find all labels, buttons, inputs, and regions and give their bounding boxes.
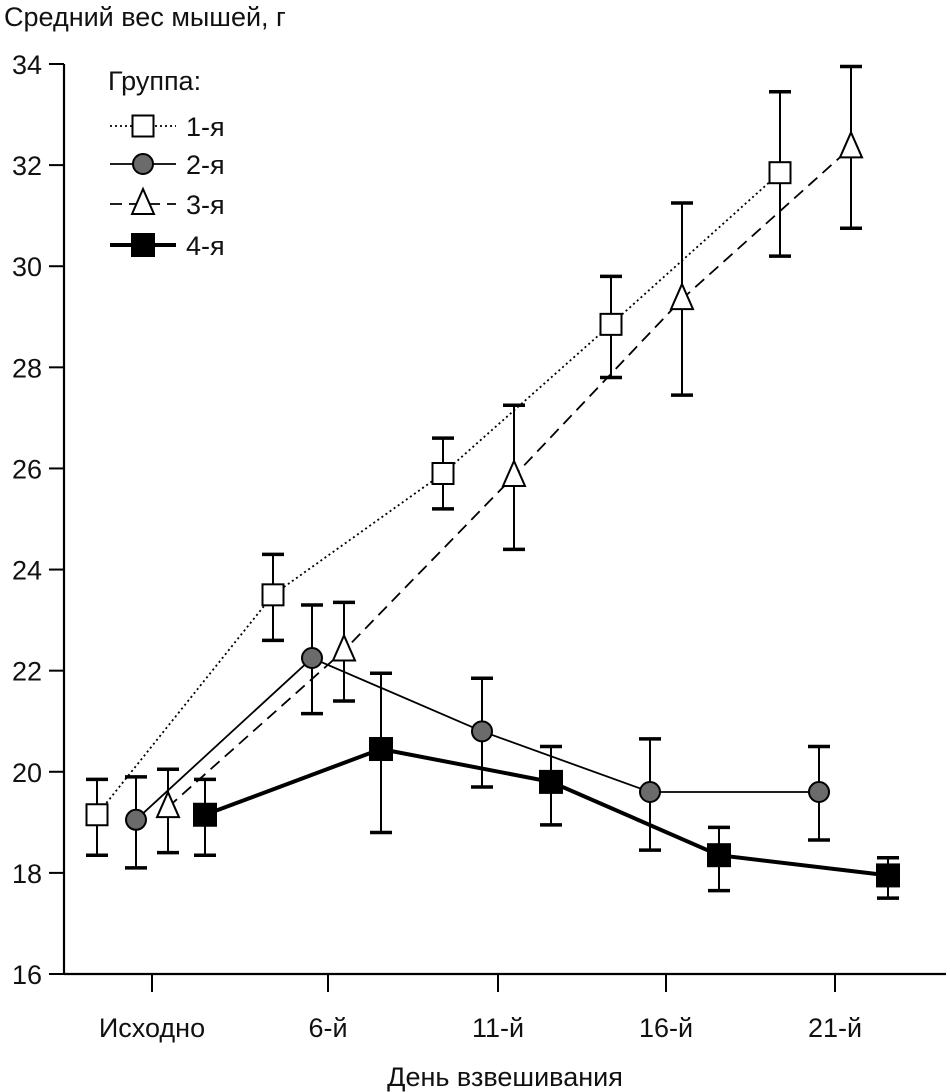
series-layer: [85, 64, 900, 900]
y-tick-label: 16: [12, 960, 42, 990]
data-point: [301, 647, 323, 670]
legend-label: 4-я: [186, 231, 225, 261]
series-line: [204, 746, 889, 878]
y-tick-label: 32: [12, 151, 42, 181]
legend-marker: [131, 114, 155, 138]
axes: 16 18 20 22 24 26 28 30 32 34 Исходно 6-й 11-й 16-й 21…: [12, 50, 946, 1043]
data-point: [125, 808, 147, 831]
series-3: [155, 64, 864, 855]
series-2: [125, 603, 830, 870]
data-point: [838, 129, 864, 159]
y-tick-label: 28: [12, 353, 42, 383]
data-point: [707, 843, 731, 868]
legend-item-1: 1-я: [110, 112, 225, 142]
legend: Группа: 1-я 2-я 3-я 4-я: [108, 66, 225, 261]
y-tick-label: 24: [12, 556, 42, 586]
data-point: [331, 632, 357, 662]
data-point: [599, 312, 623, 336]
legend-marker: [130, 186, 156, 215]
legend-title: Группа:: [108, 66, 201, 96]
legend-label: 1-я: [186, 112, 225, 142]
data-point: [876, 863, 900, 888]
data-point: [193, 802, 217, 827]
data-point: [768, 161, 792, 185]
x-tick-label: 6-й: [308, 1013, 347, 1043]
y-tick-label: 22: [12, 657, 42, 687]
legend-item-3: 3-я: [110, 186, 225, 220]
y-tick-label: 34: [12, 50, 42, 80]
data-point: [369, 737, 393, 762]
y-tick-label: 30: [12, 252, 42, 282]
y-axis-title: Средний вес мышей, г: [4, 2, 286, 32]
data-point: [501, 458, 527, 488]
series-line: [96, 172, 781, 816]
legend-item-2: 2-я: [110, 150, 225, 180]
y-tick-label: 26: [12, 454, 42, 484]
data-point: [471, 720, 493, 743]
legend-item-4: 4-я: [110, 231, 225, 261]
series-4: [193, 671, 900, 900]
y-tick-label: 20: [12, 758, 42, 788]
data-point: [539, 769, 563, 794]
data-point: [808, 781, 830, 803]
x-tick-label: Исходно: [99, 1013, 205, 1043]
data-point: [639, 781, 661, 803]
data-point: [261, 583, 285, 607]
series-1: [85, 90, 792, 857]
x-tick-label: 21-й: [808, 1013, 862, 1043]
x-tick-label: 11-й: [472, 1013, 524, 1043]
x-tick-label: 16-й: [639, 1013, 693, 1043]
legend-marker: [132, 153, 154, 175]
data-point: [155, 789, 181, 819]
data-point: [85, 803, 109, 827]
legend-marker: [131, 233, 155, 257]
data-point: [431, 462, 455, 485]
y-tick-label: 18: [12, 859, 42, 889]
legend-label: 3-я: [186, 190, 225, 220]
data-point: [669, 281, 695, 311]
x-axis-title: День взвешивания: [387, 1062, 623, 1092]
legend-label: 2-я: [186, 150, 225, 180]
